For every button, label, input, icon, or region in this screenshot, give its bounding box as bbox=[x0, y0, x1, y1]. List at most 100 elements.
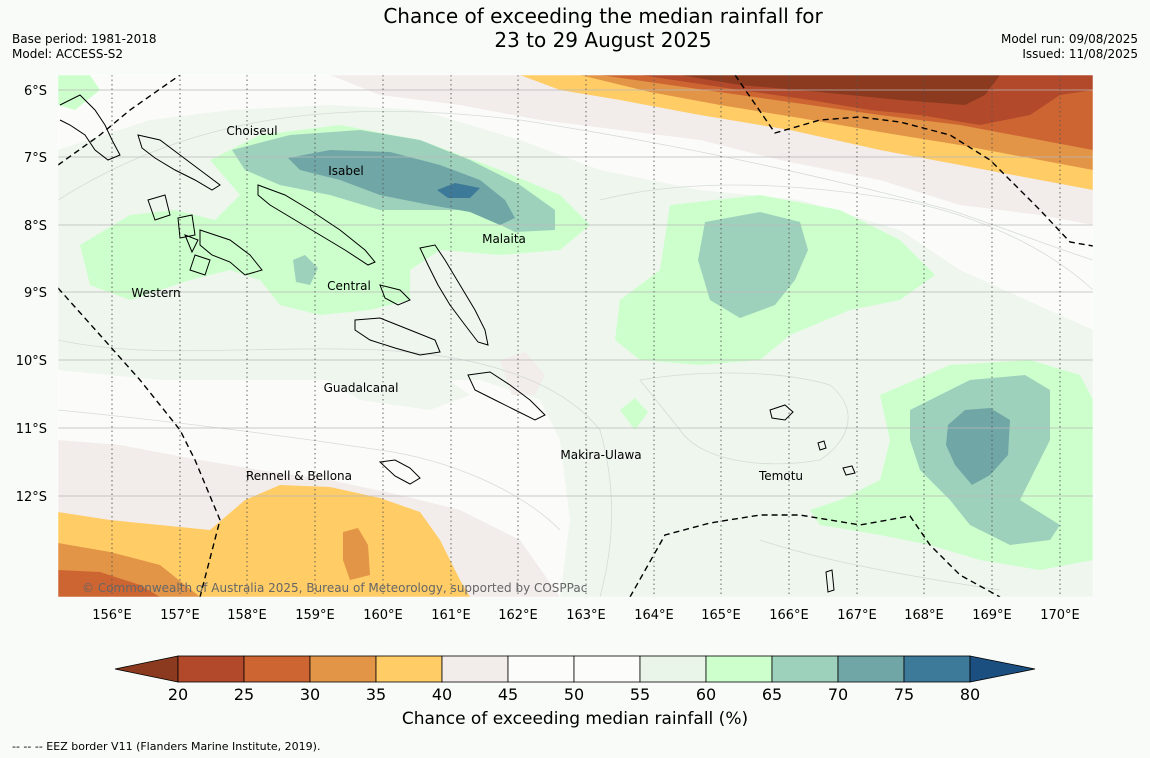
region-label-isabel: Isabel bbox=[328, 164, 363, 178]
rennell-island bbox=[378, 459, 421, 485]
lon-label: 163°E bbox=[566, 608, 606, 623]
colorbar-swatch bbox=[243, 655, 311, 683]
region-label-malaita: Malaita bbox=[482, 232, 526, 246]
contour-40-45-blob bbox=[500, 352, 545, 395]
lon-label: 157°E bbox=[160, 608, 200, 623]
region-label-makira-ulawa: Makira-Ulawa bbox=[560, 448, 641, 462]
model-name: Model: ACCESS-S2 bbox=[12, 47, 124, 61]
colorbar-tick: 50 bbox=[564, 685, 584, 704]
contour-lines bbox=[58, 110, 1093, 597]
meta-left: Base period: 1981-2018 Model: ACCESS-S2 bbox=[12, 32, 157, 62]
colorbar-tick: 20 bbox=[168, 685, 188, 704]
colorbar bbox=[114, 655, 1036, 683]
copyright-text: © Commonwealth of Australia 2025, Bureau… bbox=[82, 581, 587, 595]
contour-65-70-small bbox=[293, 255, 318, 285]
colorbar-tick: 60 bbox=[696, 685, 716, 704]
colorbar-tick: 40 bbox=[432, 685, 452, 704]
contour-65-70-mid bbox=[698, 212, 808, 318]
lat-label: 11°S bbox=[16, 422, 47, 437]
colorbar-tick: 65 bbox=[762, 685, 782, 704]
lon-label: 166°E bbox=[769, 608, 809, 623]
lon-label: 156°E bbox=[92, 608, 132, 623]
bougainville-island bbox=[59, 94, 121, 161]
meta-right: Model run: 09/08/2025 Issued: 11/08/2025 bbox=[1001, 32, 1138, 62]
temotu-islets bbox=[817, 440, 856, 593]
guadalcanal-island bbox=[354, 317, 441, 356]
colorbar-swatch bbox=[639, 655, 707, 683]
coastlines bbox=[59, 94, 856, 593]
graticule-lon bbox=[111, 75, 1061, 597]
lon-label: 167°E bbox=[837, 608, 877, 623]
contour-60-65-small bbox=[620, 398, 648, 430]
makira-island bbox=[467, 371, 546, 421]
malaita-island bbox=[419, 244, 489, 346]
lat-label: 10°S bbox=[16, 354, 47, 369]
colorbar-swatch bbox=[177, 655, 245, 683]
region-label-temotu: Temotu bbox=[758, 469, 803, 483]
colorbar-tick: 70 bbox=[828, 685, 848, 704]
region-label-central: Central bbox=[327, 279, 371, 293]
colorbar-tick: 45 bbox=[498, 685, 518, 704]
lon-label: 160°E bbox=[363, 608, 403, 623]
santa-cruz-island bbox=[769, 404, 794, 421]
colorbar-swatch bbox=[837, 655, 905, 683]
colorbar-swatch bbox=[771, 655, 839, 683]
lon-label: 161°E bbox=[431, 608, 471, 623]
colorbar-tick: 80 bbox=[960, 685, 980, 704]
colorbar-title: Chance of exceeding median rainfall (%) bbox=[401, 709, 749, 729]
eez-border bbox=[58, 75, 1093, 597]
colorbar-tick: 75 bbox=[894, 685, 914, 704]
colorbar-swatch bbox=[573, 655, 641, 683]
lat-labels: 6°S 7°S 8°S 9°S 10°S 11°S 12°S bbox=[16, 84, 47, 505]
colorbar-ticks: 20 25 30 35 40 45 50 55 60 65 70 75 80 bbox=[168, 685, 980, 704]
contour-30-35-blob bbox=[343, 528, 370, 580]
region-label-western: Western bbox=[131, 286, 180, 300]
central-islands bbox=[379, 284, 411, 306]
colorbar-tick: 35 bbox=[366, 685, 386, 704]
colorbar-swatch bbox=[903, 655, 971, 683]
lon-label: 158°E bbox=[227, 608, 267, 623]
colorbar-tick: 55 bbox=[630, 685, 650, 704]
lat-label: 9°S bbox=[24, 286, 47, 301]
contour-70-75-isabel bbox=[288, 150, 515, 225]
colorbar-arrow-low bbox=[114, 655, 179, 683]
colorbar-swatch bbox=[375, 655, 443, 683]
region-labels: Choiseul Isabel Malaita Western Central … bbox=[131, 124, 803, 483]
colorbar-tick: 25 bbox=[234, 685, 254, 704]
region-label-guadalcanal: Guadalcanal bbox=[324, 381, 399, 395]
region-label-rennell-bellona: Rennell & Bellona bbox=[246, 469, 352, 483]
colorbar-swatch bbox=[705, 655, 773, 683]
contour-70-75-east bbox=[946, 408, 1010, 485]
contour-75-80 bbox=[437, 183, 480, 198]
lon-label: 169°E bbox=[972, 608, 1012, 623]
map-area bbox=[58, 75, 1093, 597]
graticule-lat bbox=[58, 89, 1093, 497]
colorbar-arrow-high bbox=[969, 655, 1036, 683]
issued-date: Issued: 11/08/2025 bbox=[1022, 47, 1138, 61]
colorbar-swatch bbox=[441, 655, 509, 683]
contour-60-65-guad bbox=[370, 365, 440, 405]
lon-label: 159°E bbox=[295, 608, 335, 623]
chart-title: Chance of exceeding the median rainfall … bbox=[0, 4, 1150, 52]
isabel-island bbox=[257, 184, 376, 266]
lat-label: 6°S bbox=[24, 84, 47, 99]
lon-label: 165°E bbox=[701, 608, 741, 623]
eez-footnote: -- -- -- EEZ border V11 (Flanders Marine… bbox=[12, 740, 321, 753]
lon-label: 164°E bbox=[634, 608, 674, 623]
choiseul-island bbox=[137, 134, 221, 191]
colorbar-swatch bbox=[309, 655, 377, 683]
base-period: Base period: 1981-2018 bbox=[12, 32, 157, 46]
colorbar-tick: 30 bbox=[300, 685, 320, 704]
lat-label: 12°S bbox=[16, 490, 47, 505]
lon-label: 170°E bbox=[1040, 608, 1080, 623]
contour-25-30-bottom bbox=[58, 570, 160, 597]
title-line-2: 23 to 29 August 2025 bbox=[494, 28, 712, 52]
lon-label: 162°E bbox=[498, 608, 538, 623]
lon-labels: 156°E 157°E 158°E 159°E 160°E 161°E 162°… bbox=[92, 608, 1080, 623]
model-run: Model run: 09/08/2025 bbox=[1000, 32, 1138, 46]
region-label-choiseul: Choiseul bbox=[226, 124, 277, 138]
lat-label: 7°S bbox=[24, 151, 47, 166]
lon-label: 168°E bbox=[904, 608, 944, 623]
title-line-1: Chance of exceeding the median rainfall … bbox=[383, 4, 823, 28]
